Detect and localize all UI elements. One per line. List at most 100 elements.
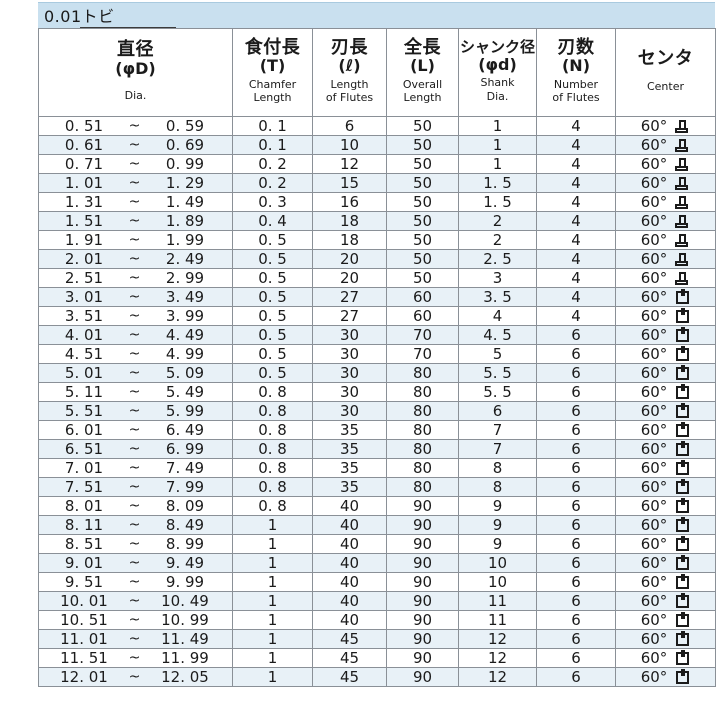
dia-to: 10. 99 — [161, 611, 209, 629]
dia-to: 0. 99 — [165, 155, 205, 173]
table-row: 5. 51 ~5. 99 0. 8 30 80 6 6 60° — [38, 401, 716, 421]
cell-flute-length: 18 — [312, 230, 387, 250]
cell-dia-range: 5. 01 ~5. 09 — [38, 363, 233, 383]
cell-shank-dia: 8 — [458, 477, 537, 497]
dia-from: 3. 01 — [64, 288, 104, 306]
dia-from: 9. 51 — [64, 573, 104, 591]
center-angle: 60° — [640, 535, 668, 553]
cell-number-of-flutes: 6 — [536, 382, 616, 402]
center-angle: 60° — [640, 630, 668, 648]
dia-range-separator: ~ — [128, 118, 141, 134]
center-angle: 60° — [640, 592, 668, 610]
table-body: 0. 51 ~0. 59 0. 1 6 50 1 4 60° 0. 61 ~0. 69 0. 1 10… — [38, 116, 716, 687]
cell-flute-length: 16 — [312, 192, 387, 212]
concave-center-icon — [675, 383, 690, 399]
concave-center-icon — [675, 630, 690, 646]
center-angle: 60° — [640, 383, 668, 401]
center-angle: 60° — [640, 155, 668, 173]
cell-flute-length: 40 — [312, 610, 387, 630]
dia-to: 6. 49 — [165, 421, 205, 439]
center-angle: 60° — [640, 478, 668, 496]
cell-dia-range: 4. 01 ~4. 49 — [38, 325, 233, 345]
cell-dia-range: 8. 01 ~8. 09 — [38, 496, 233, 516]
cell-center: 60° — [615, 249, 716, 269]
cell-number-of-flutes: 4 — [536, 306, 616, 326]
cell-dia-range: 9. 01 ~9. 49 — [38, 553, 233, 573]
table-row: 10. 01 ~10. 49 1 40 90 11 6 60° — [38, 591, 716, 611]
cell-flute-length: 35 — [312, 439, 387, 459]
cell-number-of-flutes: 6 — [536, 401, 616, 421]
center-angle: 60° — [640, 554, 668, 572]
cell-chamfer-length: 0. 5 — [232, 287, 313, 307]
dia-from: 4. 51 — [64, 345, 104, 363]
header-en1-chamfer: Chamfer — [248, 77, 297, 91]
concave-center-icon — [675, 402, 690, 418]
cell-overall-length: 90 — [386, 534, 459, 554]
cell-flute-length: 15 — [312, 173, 387, 193]
convex-center-icon — [675, 176, 690, 190]
cell-shank-dia: 3 — [458, 268, 537, 288]
table-row: 5. 01 ~5. 09 0. 5 30 80 5. 5 6 60° — [38, 363, 716, 383]
dia-to: 11. 99 — [161, 649, 209, 667]
cell-center: 60° — [615, 667, 716, 687]
cell-overall-length: 80 — [386, 439, 459, 459]
dia-from: 10. 01 — [60, 592, 108, 610]
dia-from: 5. 01 — [64, 364, 104, 382]
dia-range-separator: ~ — [128, 289, 141, 305]
cell-shank-dia: 4 — [458, 306, 537, 326]
cell-flute-length: 40 — [312, 515, 387, 535]
cell-shank-dia: 1. 5 — [458, 192, 537, 212]
cell-number-of-flutes: 4 — [536, 287, 616, 307]
cell-dia-range: 1. 01 ~1. 29 — [38, 173, 233, 193]
cell-number-of-flutes: 4 — [536, 173, 616, 193]
dia-to: 7. 99 — [165, 478, 205, 496]
cell-dia-range: 10. 01 ~10. 49 — [38, 591, 233, 611]
convex-center-icon — [675, 214, 690, 228]
table-row: 5. 11 ~5. 49 0. 8 30 80 5. 5 6 60° — [38, 382, 716, 402]
dia-from: 7. 51 — [64, 478, 104, 496]
header-en2-overall-length: Length — [403, 91, 442, 105]
header-en2-chamfer: Length — [253, 91, 292, 105]
center-angle: 60° — [640, 212, 668, 230]
cell-overall-length: 90 — [386, 629, 459, 649]
header-jp-overall-length: 全長 — [404, 36, 441, 58]
cell-flute-length: 27 — [312, 306, 387, 326]
header-en-dia: Dia. — [124, 88, 147, 102]
cell-dia-range: 3. 01 ~3. 49 — [38, 287, 233, 307]
dia-to: 3. 99 — [165, 307, 205, 325]
header-en1-shank-dia: Shank — [480, 76, 515, 90]
cell-flute-length: 40 — [312, 553, 387, 573]
cell-center: 60° — [615, 458, 716, 478]
cell-number-of-flutes: 6 — [536, 629, 616, 649]
cell-dia-range: 8. 51 ~8. 99 — [38, 534, 233, 554]
dia-range-separator: ~ — [128, 137, 141, 153]
cell-shank-dia: 11 — [458, 610, 537, 630]
cell-number-of-flutes: 6 — [536, 420, 616, 440]
cell-number-of-flutes: 4 — [536, 249, 616, 269]
cell-shank-dia: 7 — [458, 439, 537, 459]
column-header-flute-length: 刃長 (ℓ) Length of Flutes — [312, 28, 387, 117]
cell-overall-length: 80 — [386, 363, 459, 383]
cell-overall-length: 50 — [386, 173, 459, 193]
dia-range-separator: ~ — [128, 536, 141, 552]
cell-overall-length: 70 — [386, 325, 459, 345]
table-row: 4. 51 ~4. 99 0. 5 30 70 5 6 60° — [38, 344, 716, 364]
cell-overall-length: 50 — [386, 154, 459, 174]
cell-overall-length: 50 — [386, 192, 459, 212]
cell-chamfer-length: 0. 5 — [232, 344, 313, 364]
cell-center: 60° — [615, 515, 716, 535]
cell-center: 60° — [615, 363, 716, 383]
dia-from: 2. 51 — [64, 269, 104, 287]
concave-center-icon — [675, 573, 690, 589]
table-row: 1. 91 ~1. 99 0. 5 18 50 2 4 60° — [38, 230, 716, 250]
table-row: 4. 01 ~4. 49 0. 5 30 70 4. 5 6 60° — [38, 325, 716, 345]
dia-from: 7. 01 — [64, 459, 104, 477]
cell-shank-dia: 5 — [458, 344, 537, 364]
concave-center-icon — [675, 649, 690, 665]
dia-to: 2. 49 — [165, 250, 205, 268]
dia-to: 9. 49 — [165, 554, 205, 572]
dia-range-separator: ~ — [128, 175, 141, 191]
cell-dia-range: 7. 51 ~7. 99 — [38, 477, 233, 497]
cell-number-of-flutes: 6 — [536, 363, 616, 383]
dia-to: 0. 59 — [165, 117, 205, 135]
